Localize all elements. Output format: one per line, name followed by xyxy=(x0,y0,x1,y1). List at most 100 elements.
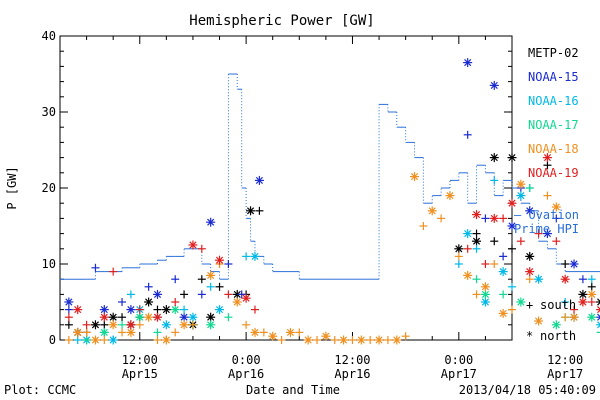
north-marker-d2 xyxy=(543,154,552,162)
north-marker-d2 xyxy=(145,313,153,321)
north-marker xyxy=(374,335,384,345)
north-marker-d2 xyxy=(322,332,330,340)
north-marker-d2 xyxy=(74,306,82,314)
marker-legend-symbol: * xyxy=(526,329,533,343)
north-marker-d2 xyxy=(91,321,100,329)
north-marker-d2 xyxy=(242,294,250,302)
data-markers xyxy=(64,58,600,345)
south-marker xyxy=(587,275,596,284)
north-marker-d2 xyxy=(517,180,525,188)
south-marker xyxy=(596,331,600,333)
north-marker xyxy=(507,153,517,163)
legend-entry-metp-02: METP-02 xyxy=(528,46,579,60)
south-marker xyxy=(259,328,268,337)
south-marker xyxy=(490,176,499,185)
south-marker xyxy=(499,290,508,299)
north-marker-d1 xyxy=(597,313,600,318)
north-marker xyxy=(507,198,517,208)
north-marker-d2 xyxy=(109,321,117,329)
south-marker xyxy=(330,336,339,344)
north-marker-d2 xyxy=(526,268,534,276)
north-marker xyxy=(560,274,570,284)
south-marker xyxy=(135,305,144,314)
legend-ovation-line-2: Prime HPI xyxy=(514,222,579,236)
north-marker-d2 xyxy=(162,306,170,314)
north-marker xyxy=(126,305,136,315)
x-tick-time: 0:00 xyxy=(232,353,261,367)
north-marker-d2 xyxy=(543,230,552,238)
north-marker xyxy=(356,335,366,345)
series-noaa-19 xyxy=(64,153,600,330)
south-marker xyxy=(437,214,446,223)
south-marker xyxy=(64,336,73,344)
south-marker xyxy=(171,328,180,337)
north-marker-d2 xyxy=(162,321,170,329)
north-marker xyxy=(463,229,473,239)
north-marker xyxy=(268,331,278,341)
north-marker-d2 xyxy=(579,298,587,306)
north-marker xyxy=(152,312,162,322)
north-marker xyxy=(170,305,180,315)
north-marker xyxy=(73,327,83,337)
north-marker xyxy=(489,153,499,163)
north-marker-d2 xyxy=(597,324,600,329)
south-marker xyxy=(277,336,286,344)
south-marker xyxy=(135,320,144,329)
north-marker-d2 xyxy=(109,313,117,321)
south-marker xyxy=(587,282,596,291)
x-axis: 12:00Apr150:00Apr1612:00Apr160:00Apr1712… xyxy=(86,36,583,381)
south-marker xyxy=(472,244,481,253)
south-marker xyxy=(171,275,180,284)
north-marker xyxy=(463,58,473,68)
y-tick-label: 20 xyxy=(42,181,56,195)
north-marker-d2 xyxy=(91,336,100,344)
north-marker-d2 xyxy=(215,256,224,264)
north-marker-d2 xyxy=(109,336,117,344)
north-marker-d2 xyxy=(153,290,162,298)
south-marker xyxy=(215,282,224,291)
south-marker xyxy=(508,282,516,291)
north-marker xyxy=(90,335,100,345)
marker-legend-label: north xyxy=(540,329,576,343)
south-marker xyxy=(153,305,162,314)
south-marker xyxy=(481,214,490,223)
south-marker xyxy=(118,328,127,337)
south-marker xyxy=(255,206,264,215)
south-marker xyxy=(73,336,82,344)
north-marker-d2 xyxy=(375,336,383,344)
south-marker xyxy=(578,275,587,284)
south-marker xyxy=(242,252,251,261)
north-marker-d2 xyxy=(570,313,578,321)
y-axis: 0 10 20 30 40 xyxy=(42,29,512,347)
south-marker xyxy=(587,298,596,306)
north-marker xyxy=(339,335,349,345)
south-marker xyxy=(481,260,490,268)
north-marker xyxy=(507,221,517,231)
north-marker-d2 xyxy=(464,271,472,279)
south-marker xyxy=(472,275,481,284)
north-marker xyxy=(551,202,561,212)
north-marker xyxy=(161,335,171,345)
north-marker-d2 xyxy=(464,59,472,67)
north-marker xyxy=(472,236,482,246)
north-marker xyxy=(303,335,313,345)
north-marker xyxy=(254,175,264,185)
north-marker-d2 xyxy=(100,306,108,314)
south-marker xyxy=(100,336,109,344)
north-marker xyxy=(392,335,402,345)
ovation-prime-hpi-line xyxy=(60,73,600,280)
south-marker xyxy=(490,237,499,246)
south-marker xyxy=(153,336,162,344)
north-marker xyxy=(596,298,600,306)
north-marker xyxy=(480,289,490,299)
south-marker xyxy=(499,214,508,223)
north-marker xyxy=(578,289,588,299)
north-marker xyxy=(246,206,256,216)
north-marker-d1 xyxy=(597,321,600,326)
north-marker-d2 xyxy=(255,176,263,184)
north-marker-d2 xyxy=(74,328,82,336)
south-marker xyxy=(250,305,259,314)
north-marker-d2 xyxy=(180,321,188,329)
y-axis-label: P [GW] xyxy=(5,166,19,209)
footer-timestamp: 2013/04/18 05:40:09 xyxy=(459,383,596,397)
